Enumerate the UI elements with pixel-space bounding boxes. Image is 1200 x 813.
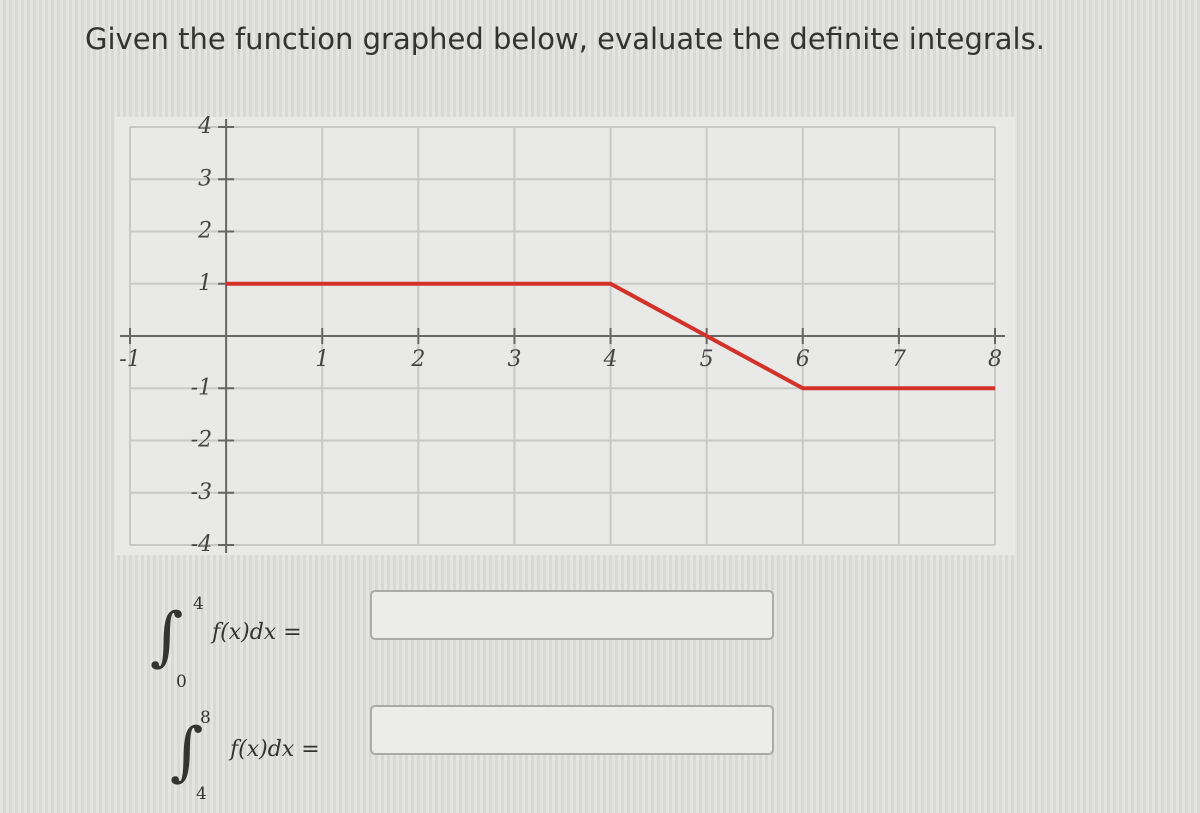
y-tick-label: -3 [191,480,212,505]
y-tick-label: 1 [198,271,212,296]
question: Given the function graphed below, evalua… [85,22,1045,56]
x-tick-label: 3 [507,347,521,372]
lower-limit: 4 [196,784,207,804]
x-tick-label: -1 [119,347,140,372]
integrand: f(x)dx = [230,737,320,762]
x-tick-label: 1 [315,347,329,372]
function-line [226,281,995,391]
integral-sign: ∫ [150,600,184,674]
y-tick-label: -4 [191,532,212,557]
upper-limit: 8 [200,708,211,728]
x-tick-label: 8 [988,347,1002,372]
x-tick-label: 6 [796,347,810,372]
upper-limit: 4 [193,594,204,614]
integral-sign: ∫ [170,715,204,789]
x-tick-label: 5 [700,347,714,372]
y-tick-label: -1 [191,375,212,400]
x-tick-label: 2 [410,347,425,372]
x-tick-label: 4 [603,347,618,372]
lower-limit: 0 [176,672,187,692]
y-tick-label: 3 [198,166,212,191]
y-tick-label: 4 [197,114,212,139]
answer-input[interactable] [370,705,774,755]
answer-input[interactable] [370,590,774,640]
y-tick-label: 2 [197,219,212,244]
integrand: f(x)dx = [212,620,302,645]
chart: -1 1 2 3 4 5 6 7 8 -4 -3 -2 -1 1 2 3 4 [115,114,1015,557]
y-tick-label: -2 [191,428,212,453]
x-tick-label: 7 [892,347,906,372]
